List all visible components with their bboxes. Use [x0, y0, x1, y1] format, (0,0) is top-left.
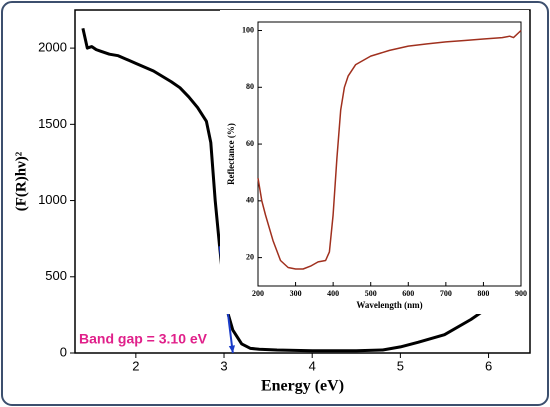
x-tick-label: 800 [477, 289, 489, 298]
x-tick-label: 500 [365, 289, 377, 298]
x-tick-label: 200 [252, 289, 264, 298]
y-tick-label: 20 [246, 252, 254, 261]
y-tick-label: 60 [246, 139, 254, 148]
x-tick-label: 900 [515, 289, 527, 298]
x-tick-label: 700 [440, 289, 452, 298]
arrow-head [228, 345, 235, 353]
x-tick-label: 4 [309, 358, 316, 373]
x-tick-label: 5 [397, 358, 404, 373]
y-tick-label: 1000 [38, 192, 67, 207]
annotation: Band gap = 3.10 eV [79, 331, 208, 347]
y-tick-label: 2000 [38, 40, 67, 55]
x-tick-label: 300 [290, 289, 302, 298]
y-tick-label: 80 [246, 82, 254, 91]
data-line [257, 29, 522, 270]
x-tick-label: 2 [132, 358, 139, 373]
x-tick-label: 6 [485, 358, 492, 373]
plot-area [257, 21, 522, 287]
y-tick-label: 100 [242, 25, 254, 34]
y-tick-label: 1500 [38, 116, 67, 131]
y-axis-label: Reflectance (%) [226, 123, 236, 185]
y-axis-label: (F(R)hν)² [13, 151, 29, 211]
x-axis-label: Energy (eV) [261, 378, 344, 395]
inset-background [220, 10, 529, 314]
x-tick-label: 600 [402, 289, 414, 298]
x-axis-label: Wavelength (nm) [356, 300, 422, 310]
y-tick-label: 40 [246, 196, 254, 205]
x-tick-label: 3 [220, 358, 227, 373]
x-tick-label: 400 [327, 289, 339, 298]
y-tick-label: 500 [45, 268, 67, 283]
y-tick-label: 0 [60, 344, 67, 359]
